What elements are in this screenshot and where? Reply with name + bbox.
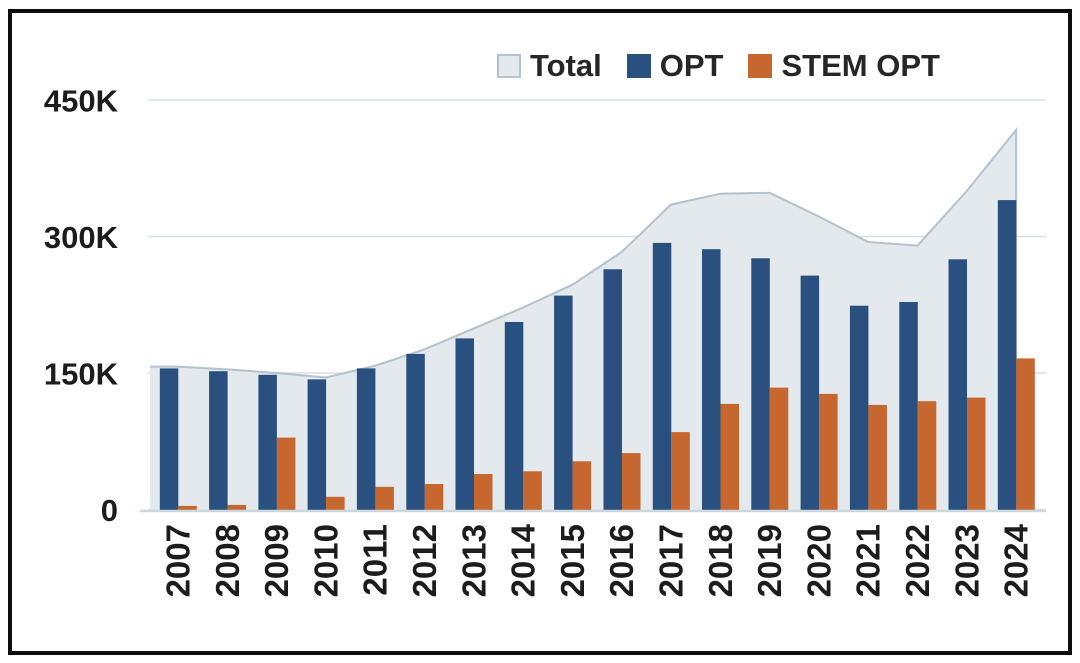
x-tick-label-2015: 2015 [554, 524, 591, 597]
x-tick-label-2017: 2017 [653, 524, 690, 597]
stem-opt-bar-2014 [523, 471, 542, 510]
x-tick-label-2011: 2011 [357, 524, 394, 596]
opt-bar-2014 [504, 322, 524, 510]
stem-opt-bar-2019 [769, 387, 789, 510]
legend-item-opt: OPT [626, 48, 724, 84]
opt-bar-2024 [997, 200, 1017, 510]
total-area-swatch-icon [497, 54, 521, 78]
x-tick-label-2024: 2024 [998, 523, 1035, 597]
legend: Total OPT STEM OPT [497, 46, 940, 86]
x-tick-label-2009: 2009 [258, 524, 295, 597]
x-tick-label-2012: 2012 [406, 524, 443, 597]
x-tick-label-2013: 2013 [455, 524, 492, 597]
stem-opt-bar-2012 [424, 484, 444, 510]
opt-bar-2010 [307, 379, 327, 510]
stem-opt-bar-2024 [1016, 358, 1035, 510]
opt-bar-2008 [209, 371, 228, 510]
opt-bar-swatch-icon [626, 54, 651, 78]
stem-opt-bar-2023 [967, 397, 986, 510]
opt-bar-2012 [406, 353, 425, 510]
stem-opt-bar-2020 [819, 393, 838, 510]
opt-bar-2018 [702, 249, 721, 510]
stem-opt-bar-2018 [720, 403, 739, 510]
stem-opt-bar-2009 [276, 437, 296, 510]
x-tick-label-2023: 2023 [948, 524, 985, 597]
legend-item-stem-opt: STEM OPT [748, 48, 940, 84]
stem-opt-bar-2007 [178, 505, 197, 510]
stem-opt-bar-2016 [622, 453, 641, 510]
stem-opt-bar-2010 [326, 496, 345, 510]
stem-opt-bar-swatch-icon [748, 54, 773, 78]
opt-bar-2013 [455, 338, 474, 510]
total-area-outline [150, 127, 1018, 510]
x-tick-label-2019: 2019 [751, 524, 788, 597]
legend-label-total: Total [530, 48, 602, 83]
y-tick-label-300K: 300K [44, 220, 119, 255]
x-tick-label-2022: 2022 [899, 524, 936, 597]
x-tick-label-2016: 2016 [603, 524, 640, 597]
legend-label-stem-opt: STEM OPT [781, 48, 940, 83]
x-tick-label-2018: 2018 [702, 524, 739, 597]
opt-bar-2019 [751, 258, 770, 510]
stem-opt-bar-2013 [474, 474, 493, 510]
stem-opt-bar-2008 [227, 504, 247, 510]
x-tick-label-2007: 2007 [160, 524, 197, 597]
opt-bar-2023 [948, 259, 967, 511]
legend-label-opt: OPT [659, 48, 724, 83]
opt-bar-2007 [159, 368, 179, 510]
opt-bar-2020 [800, 275, 820, 510]
opt-bar-2009 [258, 374, 277, 510]
stem-opt-bar-2017 [671, 432, 690, 510]
opt-bar-2022 [899, 302, 918, 510]
x-tick-label-2010: 2010 [307, 524, 344, 597]
stem-opt-bar-2021 [868, 404, 887, 510]
y-tick-label-450K: 450K [44, 84, 119, 119]
opt-bar-2015 [554, 295, 573, 510]
legend-item-total: Total [497, 48, 602, 84]
y-tick-label-150K: 150K [44, 357, 119, 392]
y-tick-label-0: 0 [101, 493, 118, 528]
x-tick-label-2020: 2020 [800, 524, 837, 597]
x-tick-label-2021: 2021 [850, 524, 887, 597]
opt-bar-2021 [849, 305, 869, 510]
stem-opt-bar-2022 [917, 401, 937, 510]
stem-opt-bar-2011 [375, 486, 394, 511]
x-tick-label-2008: 2008 [209, 524, 246, 597]
stem-opt-bar-2015 [572, 461, 592, 510]
x-tick-label-2014: 2014 [505, 523, 542, 597]
opt-bar-2017 [652, 242, 672, 510]
opt-bar-2011 [356, 368, 376, 510]
opt-bar-2016 [603, 269, 622, 510]
